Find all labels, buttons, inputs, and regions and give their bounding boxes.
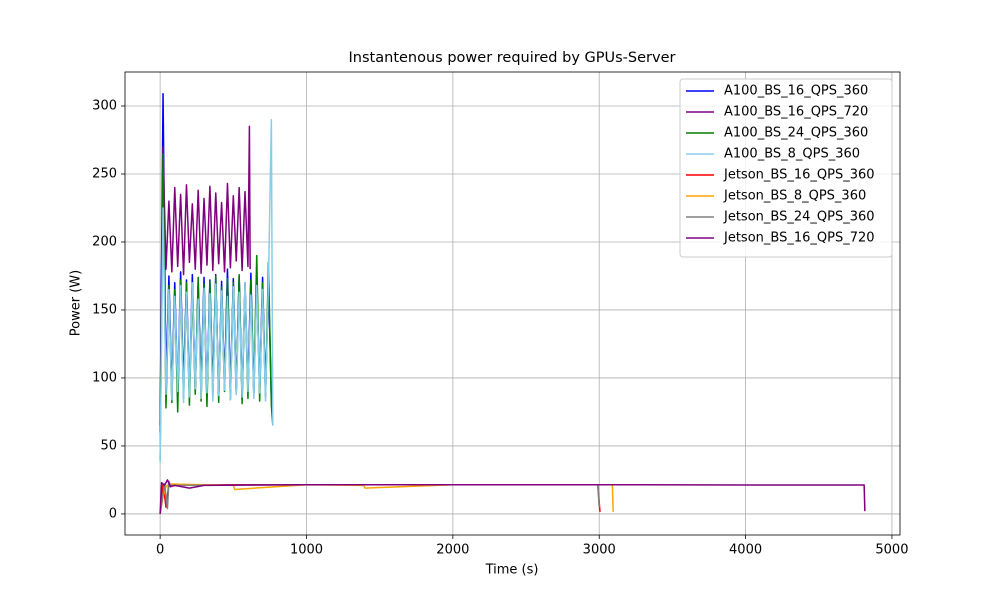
x-tick-label: 3000 xyxy=(583,543,616,558)
axes-frame xyxy=(124,71,901,536)
chart-title: Instantenous power required by GPUs-Serv… xyxy=(349,50,676,66)
data-line xyxy=(159,125,251,433)
x-tick-label: 5000 xyxy=(875,543,908,558)
legend-label: A100_BS_24_QPS_360 xyxy=(724,126,868,141)
y-tick-label: 300 xyxy=(92,98,117,113)
y-tick-label: 150 xyxy=(92,302,117,317)
legend-label: A100_BS_16_QPS_360 xyxy=(724,84,868,99)
y-axis-label: Power (W) xyxy=(69,270,84,336)
data-line xyxy=(159,483,601,514)
legend-box xyxy=(679,78,893,258)
legend-label: A100_BS_8_QPS_360 xyxy=(724,147,860,162)
data-line xyxy=(159,479,866,514)
y-tick-label: 0 xyxy=(109,506,117,521)
legend-label: A100_BS_16_QPS_720 xyxy=(724,105,868,120)
x-tick-label: 4000 xyxy=(729,543,762,558)
x-tick-label: 0 xyxy=(156,543,164,558)
data-line xyxy=(159,118,274,463)
x-tick-label: 1000 xyxy=(290,543,323,558)
legend-label: Jetson_BS_16_QPS_360 xyxy=(723,168,875,183)
y-tick-label: 200 xyxy=(92,234,117,249)
legend-label: Jetson_BS_24_QPS_360 xyxy=(723,210,875,225)
data-line xyxy=(159,480,600,515)
legend: A100_BS_16_QPS_360 A100_BS_16_QPS_720 A100… xyxy=(679,78,893,258)
legend-label: Jetson_BS_8_QPS_360 xyxy=(723,189,866,204)
plot-area xyxy=(159,93,866,515)
data-line xyxy=(159,483,614,515)
x-axis-label: Time (s) xyxy=(485,563,539,578)
legend-label: Jetson_BS_16_QPS_720 xyxy=(723,231,875,246)
y-tick-label: 50 xyxy=(100,438,117,453)
x-tick-label: 2000 xyxy=(436,543,469,558)
y-tick-label: 100 xyxy=(92,370,117,385)
y-tick-label: 250 xyxy=(92,166,117,181)
